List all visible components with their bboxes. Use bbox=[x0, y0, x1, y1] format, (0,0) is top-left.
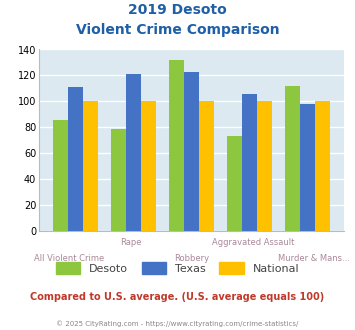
Text: 2019 Desoto: 2019 Desoto bbox=[128, 3, 227, 17]
Text: Robbery: Robbery bbox=[174, 254, 209, 263]
Bar bbox=[83, 101, 98, 231]
Text: © 2025 CityRating.com - https://www.cityrating.com/crime-statistics/: © 2025 CityRating.com - https://www.city… bbox=[56, 320, 299, 327]
Bar bbox=[199, 101, 214, 231]
Bar bbox=[111, 129, 126, 231]
Bar bbox=[68, 87, 83, 231]
Legend: Desoto, Texas, National: Desoto, Texas, National bbox=[51, 258, 304, 278]
Text: Murder & Mans...: Murder & Mans... bbox=[278, 254, 350, 263]
Bar bbox=[227, 136, 242, 231]
Bar bbox=[257, 101, 272, 231]
Bar bbox=[141, 101, 156, 231]
Bar bbox=[242, 94, 257, 231]
Text: Aggravated Assault: Aggravated Assault bbox=[212, 238, 294, 247]
Bar bbox=[53, 119, 68, 231]
Bar bbox=[184, 72, 199, 231]
Text: Compared to U.S. average. (U.S. average equals 100): Compared to U.S. average. (U.S. average … bbox=[31, 292, 324, 302]
Text: Rape: Rape bbox=[120, 238, 141, 247]
Bar bbox=[169, 60, 184, 231]
Bar bbox=[315, 101, 331, 231]
Bar bbox=[126, 74, 141, 231]
Bar bbox=[300, 104, 315, 231]
Text: Violent Crime Comparison: Violent Crime Comparison bbox=[76, 23, 279, 37]
Text: All Violent Crime: All Violent Crime bbox=[34, 254, 105, 263]
Bar bbox=[285, 86, 300, 231]
